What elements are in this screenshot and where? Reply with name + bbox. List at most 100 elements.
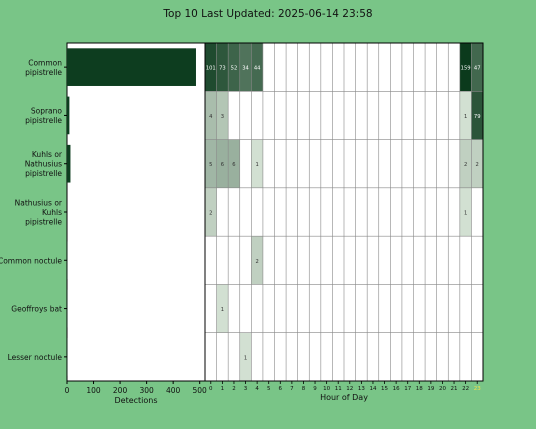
heat-cell-label: 6 bbox=[221, 162, 224, 168]
heat-cell-label: 2 bbox=[464, 162, 467, 168]
bar-x-tick-label: 500 bbox=[193, 386, 208, 395]
heat-cell-label: 2 bbox=[476, 162, 479, 168]
heat-x-tick-label: 8 bbox=[302, 386, 306, 392]
heat-x-tick-label: 7 bbox=[290, 386, 294, 392]
heat-cell-label: 101 bbox=[206, 66, 216, 72]
heat-cell-label: 6 bbox=[232, 162, 235, 168]
heat-cell bbox=[251, 43, 263, 92]
bar-x-tick-label: 0 bbox=[65, 386, 70, 395]
heat-cell-label: 1 bbox=[221, 307, 224, 313]
heat-cell-label: 4 bbox=[209, 114, 213, 120]
bar-plot-area bbox=[66, 42, 206, 382]
heat-cell bbox=[471, 91, 483, 140]
heat-cell bbox=[239, 332, 252, 381]
heat-cell bbox=[205, 187, 217, 237]
category-label-6: Lesser noctule bbox=[8, 353, 63, 362]
bar-1 bbox=[67, 96, 70, 135]
category-label-4: Common noctule bbox=[0, 256, 62, 265]
heatmap-frame bbox=[204, 42, 484, 382]
heat-cell-label: 1 bbox=[244, 355, 247, 361]
heat-x-tick-label: 17 bbox=[404, 386, 411, 392]
category-label-line: Kuhls or bbox=[32, 150, 63, 159]
heat-cell-label: 2 bbox=[209, 211, 212, 217]
category-label-line: Soprano bbox=[31, 107, 63, 116]
heat-cell-label: 1 bbox=[464, 114, 467, 120]
bar-0 bbox=[67, 48, 196, 86]
chart-title: Top 10 Last Updated: 2025-06-14 23:58 bbox=[162, 8, 372, 20]
heatmap-grid bbox=[205, 43, 483, 381]
heat-cell bbox=[216, 139, 229, 188]
heat-x-tick-label: 6 bbox=[279, 386, 283, 392]
bar-x-axis-label: Detections bbox=[114, 396, 157, 405]
heat-x-tick-label: 5 bbox=[267, 386, 271, 392]
heat-x-tick-label: 3 bbox=[244, 386, 248, 392]
heat-cell bbox=[205, 139, 217, 188]
heat-cell-label: 44 bbox=[254, 66, 261, 72]
category-label-0: Common pipistrelle bbox=[25, 58, 62, 77]
heat-x-tick-label: 16 bbox=[393, 386, 400, 392]
bar-x-tick-label: 100 bbox=[86, 386, 101, 395]
heat-cell bbox=[459, 187, 472, 237]
category-label-line: pipistrelle bbox=[25, 68, 62, 77]
heat-cell bbox=[216, 284, 229, 333]
heat-x-tick-label: 1 bbox=[221, 386, 225, 392]
heat-cell-label: 47 bbox=[474, 66, 481, 72]
heatmap-x-ticks: 0 1 2 3 4 5 6 7 8 9 10 11 12 13 14 15 16 17 18 19 20 21 22 23 bbox=[209, 381, 481, 392]
heat-cell bbox=[228, 139, 240, 188]
heat-cell bbox=[228, 43, 240, 92]
category-label-line: pipistrelle bbox=[25, 116, 62, 125]
heat-cell-label: 34 bbox=[242, 66, 249, 72]
heat-x-tick-label: 12 bbox=[346, 386, 353, 392]
heat-x-tick-label: 20 bbox=[439, 386, 446, 392]
heat-cell bbox=[205, 43, 217, 92]
heat-x-tick-label: 18 bbox=[416, 386, 423, 392]
heat-x-tick-label: 23 bbox=[474, 386, 481, 392]
heatmap-cells bbox=[205, 43, 483, 381]
category-label-line: Nathusius or bbox=[15, 199, 63, 208]
bar-x-ticks: 0 100 200 300 400 500 bbox=[65, 381, 207, 395]
heat-cell bbox=[471, 43, 483, 92]
heatmap-cell-labels: 101 73 52 34 44 159 47 4 3 1 79 5 6 6 1 2 2 2 1 2 1 1 bbox=[206, 66, 481, 362]
heat-cell-label: 2 bbox=[255, 259, 258, 265]
heat-cell-label: 1 bbox=[255, 162, 258, 168]
bar-marks bbox=[67, 48, 196, 376]
category-label-line: Nathusius bbox=[25, 160, 62, 169]
heat-cell-label: 79 bbox=[474, 114, 481, 120]
category-label-2: Kuhls or Nathusius pipistrelle bbox=[25, 150, 63, 178]
heatmap-x-axis-label: Hour of Day bbox=[320, 393, 368, 402]
heat-cell bbox=[216, 43, 229, 92]
heat-x-tick-label: 22 bbox=[462, 386, 469, 392]
heat-cell bbox=[239, 43, 252, 92]
bar-x-tick-label: 200 bbox=[113, 386, 128, 395]
heat-x-tick-label: 0 bbox=[209, 386, 213, 392]
heat-cell bbox=[251, 236, 263, 285]
heat-x-tick-label: 10 bbox=[323, 386, 330, 392]
heat-cell bbox=[459, 139, 472, 188]
category-label-5: Geoffroys bat bbox=[11, 305, 62, 314]
bar-x-tick-label: 400 bbox=[166, 386, 181, 395]
heat-x-tick-label: 11 bbox=[335, 386, 342, 392]
category-label-line: Common bbox=[28, 58, 62, 67]
heat-cell bbox=[459, 43, 472, 92]
heat-x-tick-label: 13 bbox=[358, 386, 365, 392]
category-label-3: Nathusius or Kuhls pipistrelle bbox=[15, 199, 63, 227]
heat-x-tick-label: 4 bbox=[255, 386, 259, 392]
heat-cell-label: 1 bbox=[464, 211, 467, 217]
heat-cell-label: 5 bbox=[209, 162, 212, 168]
category-label-line: Common noctule bbox=[0, 256, 62, 265]
heat-cell-label: 52 bbox=[231, 66, 238, 72]
heat-x-tick-label: 15 bbox=[381, 386, 388, 392]
heat-cell-label: 3 bbox=[221, 114, 224, 120]
category-label-line: Geoffroys bat bbox=[11, 305, 62, 314]
category-label-line: pipistrelle bbox=[25, 218, 62, 227]
heat-cell bbox=[471, 139, 483, 188]
heat-x-tick-label: 21 bbox=[451, 386, 458, 392]
heat-cell-label: 73 bbox=[219, 66, 226, 72]
heat-cell bbox=[251, 139, 263, 188]
heat-cell bbox=[216, 91, 229, 140]
heat-x-tick-label: 14 bbox=[369, 386, 376, 392]
